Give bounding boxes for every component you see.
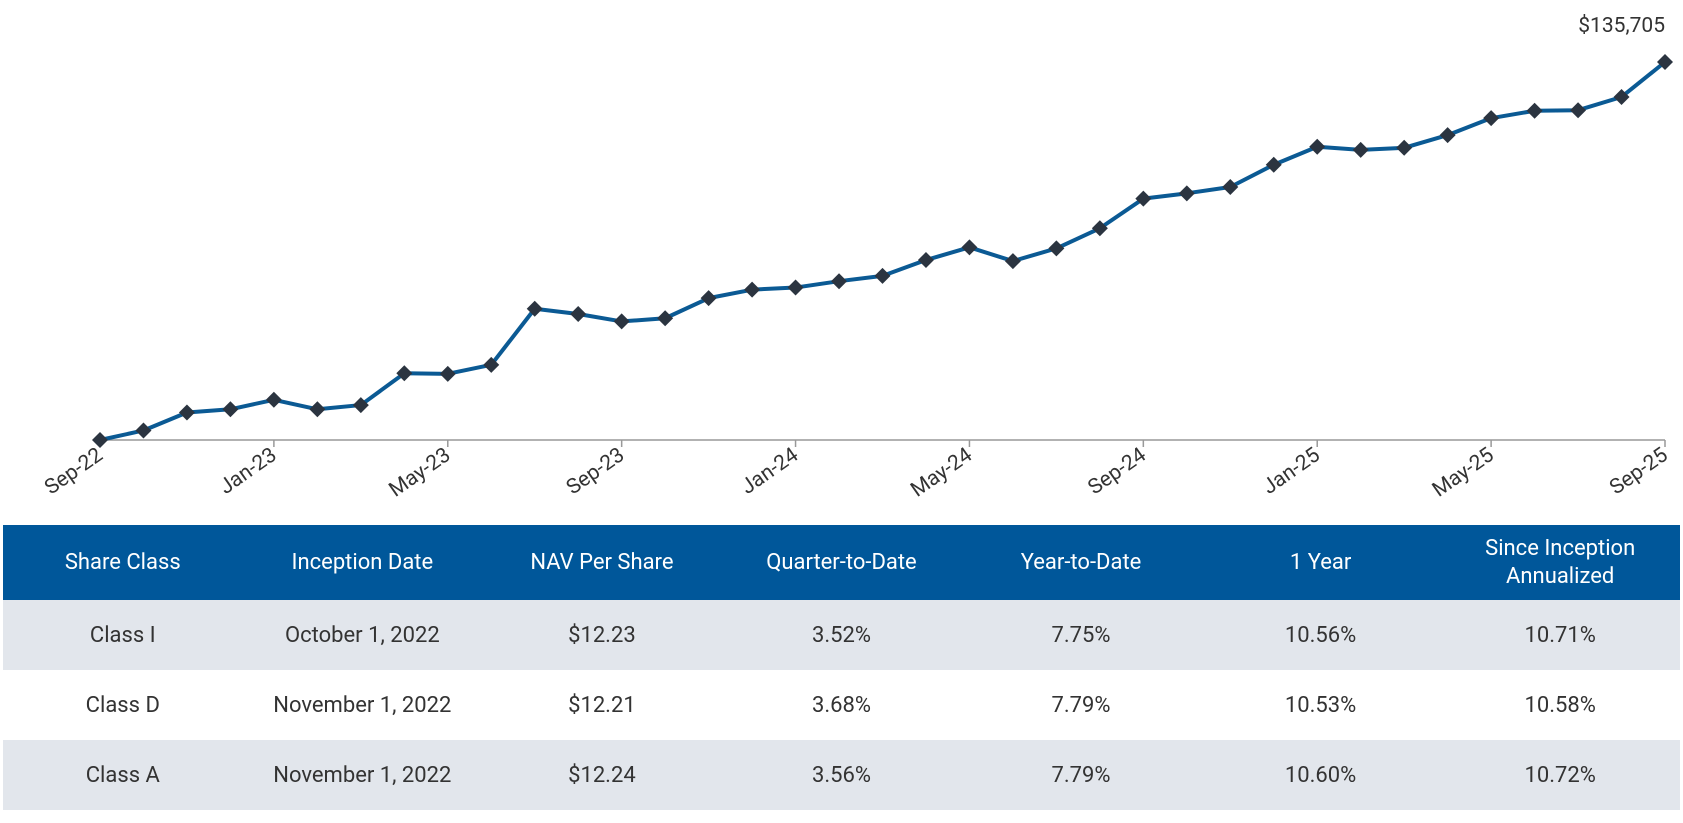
data-point (265, 391, 282, 408)
x-tick-label: May-25 (1428, 443, 1498, 502)
column-header: Share Class (3, 525, 243, 600)
x-tick-label: May-23 (385, 443, 455, 502)
data-point (396, 365, 413, 382)
table-cell: November 1, 2022 (242, 740, 483, 810)
table-cell: 7.79% (961, 740, 1201, 810)
column-header: Inception Date (242, 525, 483, 600)
table-cell: Class I (3, 600, 243, 670)
table-cell: 10.56% (1200, 600, 1441, 670)
data-point (439, 365, 456, 382)
table-row: Class A November 1, 2022 $12.24 3.56% 7.79% 1… (3, 740, 1680, 810)
table-row: Class D November 1, 2022 $12.21 3.68% 7.79% 1… (3, 670, 1680, 740)
data-point (1570, 102, 1587, 119)
data-line (99, 60, 1667, 442)
data-point (178, 404, 195, 421)
data-point (1178, 185, 1195, 202)
data-point (135, 422, 152, 439)
data-point (1396, 139, 1413, 156)
header-row: Share Class Inception Date NAV Per Share Qu… (3, 525, 1680, 600)
data-point (1265, 156, 1282, 173)
column-header: Quarter-to-Date (721, 525, 962, 600)
data-point (831, 273, 848, 290)
data-point (874, 267, 891, 284)
table-cell: 7.75% (961, 600, 1201, 670)
table-cell: $12.24 (482, 740, 722, 810)
table-cell: November 1, 2022 (273, 692, 452, 718)
data-point (1657, 54, 1673, 70)
data-point (1222, 178, 1239, 195)
x-tick-label: Sep-22 (41, 443, 108, 500)
x-tick-label: Sep-25 (1606, 443, 1673, 500)
table-cell: 3.52% (721, 600, 962, 670)
table-cell: 10.53% (1284, 692, 1357, 718)
data-point (1135, 190, 1152, 207)
table-row: Class I October 1, 2022 $12.23 3.52% 7.75% 10… (3, 600, 1680, 670)
table-cell: 10.58% (1524, 692, 1596, 718)
table-cell: Class A (3, 740, 243, 810)
data-point (352, 397, 369, 414)
table-cell: Class D (85, 692, 160, 718)
value-label: $135,705 (1578, 14, 1665, 38)
table-cell: 10.71% (1440, 600, 1680, 670)
table-cell: 7.79% (1051, 692, 1111, 718)
column-header: NAV Per Share (482, 525, 722, 600)
data-point (1309, 138, 1326, 155)
data-point (309, 401, 326, 418)
x-tick-label: May-24 (907, 443, 977, 502)
column-header: Since Inception Annualized (1440, 525, 1680, 600)
data-point (1091, 220, 1108, 237)
table-body: Class I October 1, 2022 $12.23 3.52% 7.75% 10… (3, 600, 1680, 810)
table-cell: $12.23 (482, 600, 722, 670)
data-point (787, 279, 804, 296)
table-cell: 10.60% (1200, 740, 1441, 810)
returns-table: Share Class Inception Date NAV Per Share Qu… (3, 525, 1680, 810)
data-point (92, 432, 108, 448)
table-cell: 3.56% (721, 740, 962, 810)
data-point (961, 239, 978, 256)
data-point (613, 313, 630, 330)
data-point (1613, 88, 1630, 105)
data-point (1352, 141, 1369, 158)
column-header: 1 Year (1200, 525, 1441, 600)
data-point (526, 300, 543, 317)
table-cell: 3.68% (811, 692, 871, 718)
data-point (744, 281, 761, 298)
data-point (222, 401, 239, 418)
x-tick-label: Jan-24 (737, 443, 803, 499)
data-point (1004, 253, 1021, 270)
x-tick-label: Sep-24 (1084, 443, 1151, 500)
x-tick-label: Jan-23 (215, 443, 281, 499)
data-point (483, 356, 500, 373)
table-cell: 10.72% (1440, 740, 1680, 810)
data-point (1439, 127, 1456, 144)
data-point (1048, 240, 1065, 257)
x-tick-label: Jan-25 (1258, 443, 1324, 499)
data-point (657, 310, 674, 327)
data-point (570, 306, 587, 323)
table-cell: $12.21 (568, 692, 636, 718)
data-point (1526, 102, 1543, 119)
data-point (1483, 110, 1500, 127)
column-header: Year-to-Date (961, 525, 1201, 600)
data-point (917, 252, 934, 269)
table-cell: October 1, 2022 (242, 600, 483, 670)
x-tick-label: Sep-23 (562, 443, 629, 500)
chart: Sep-22 Jan-23 May-23 Sep-23 Jan-24 May-24 Sep-… (41, 14, 1673, 502)
data-point (700, 290, 717, 307)
